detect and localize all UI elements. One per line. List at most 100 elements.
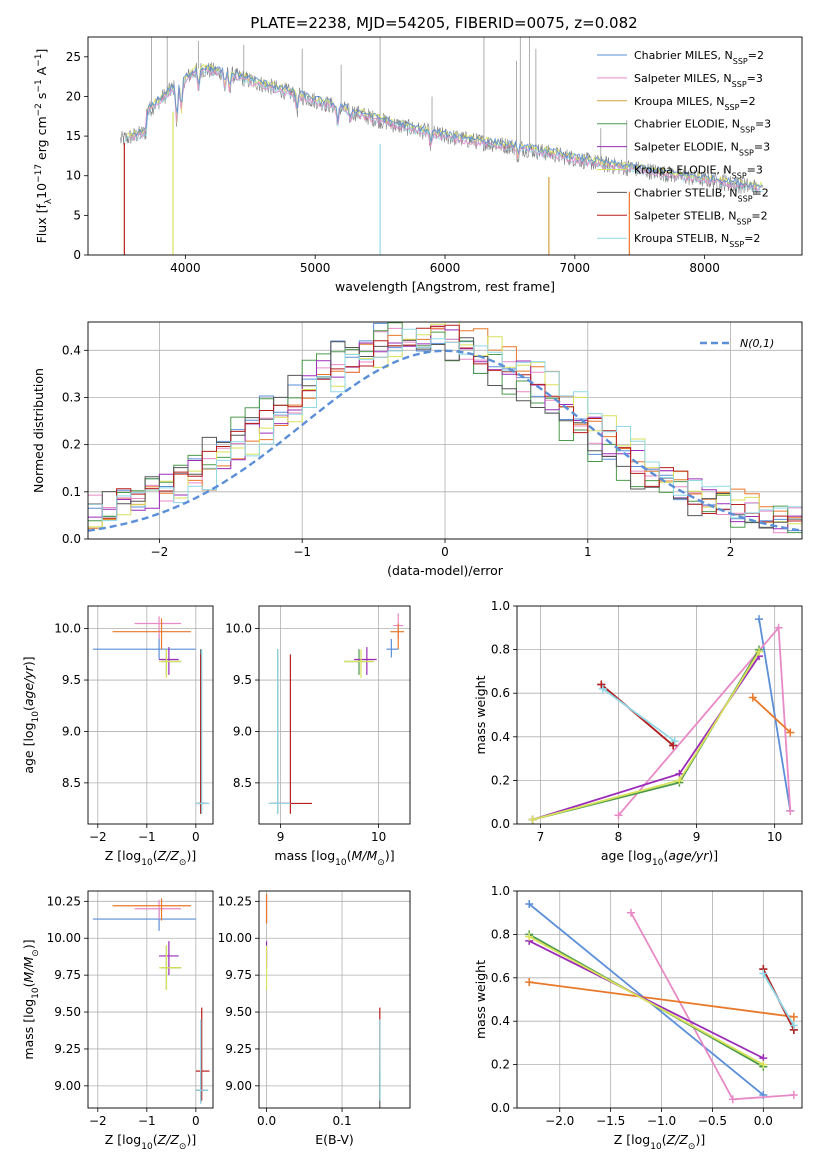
label-part: )] [695, 1132, 705, 1147]
legend-label-part: Kroupa ELODIE, N [634, 164, 732, 177]
label-part: 10 [34, 183, 49, 199]
y-tick-label: 10.00 [47, 931, 81, 945]
legend-label: Salpeter STELIB, NSSP=2 [634, 209, 768, 226]
label-part: 10 [141, 858, 153, 868]
y-axis-label: mass weight [473, 960, 488, 1039]
label-part: 10 [652, 858, 664, 868]
label-part: ( [153, 848, 158, 863]
x-axis-label: mass [log10(M/M⊙)] [274, 848, 394, 868]
label-part: Z [log [614, 1132, 650, 1147]
histogram-salpeter-stelib [88, 324, 802, 523]
label-part: age/yr [21, 665, 36, 706]
panel-residuals: −2 −1 0 1 2 0.0 0.1 0.2 0.3 0.4 (data-model)/error… [31, 321, 803, 578]
axes-frame [516, 605, 803, 825]
legend-label-part: =3 [754, 141, 770, 154]
legend-label-part: SSP [736, 217, 751, 226]
x-tick-label: −2 [89, 830, 107, 844]
y-tick-label: 0.2 [62, 438, 81, 452]
legend-label: Kroupa ELODIE, NSSP=3 [634, 164, 763, 181]
label-part: (data-model)/error [387, 563, 504, 578]
y-tick-label: 0.6 [491, 971, 510, 985]
y-tick-label: 0.8 [491, 927, 510, 941]
x-tick-label: 7000 [560, 261, 591, 275]
y-tick-label: 0.1 [62, 485, 81, 499]
weight-marker [789, 1021, 798, 1030]
legend-label-part: =3 [747, 72, 763, 85]
weight-marker [528, 815, 537, 824]
histogram-kroupa-stelib [88, 328, 802, 522]
legend-label: Salpeter MILES, NSSP=3 [634, 72, 763, 89]
weight-marker [669, 741, 678, 750]
y-tick-label: 1.0 [491, 884, 510, 898]
x-tick-label: 8 [615, 830, 623, 844]
legend-label-part: SSP [733, 57, 748, 66]
label-part: Z [log [105, 1132, 141, 1147]
y-tick-label: 9.00 [225, 1079, 252, 1093]
label-part: Z/Z [157, 1132, 180, 1147]
legend-label: Kroupa MILES, NSSP=2 [634, 95, 756, 112]
y-tick-label: 0.4 [491, 730, 510, 744]
label-part: Z/Z [666, 1132, 689, 1147]
y-axis-label: mass [log10(M/M⊙)] [21, 939, 41, 1059]
plot-area-weight_vs_Z [517, 891, 802, 1108]
plot-area-residuals [88, 322, 802, 539]
label-part: ( [662, 1132, 667, 1147]
label-part: M/M [21, 956, 36, 982]
x-tick-label: 0.0 [257, 1114, 276, 1128]
y-tick-label: 8.5 [233, 776, 252, 790]
label-part: 10 [141, 1142, 153, 1152]
label-part: age [log [601, 848, 652, 863]
legend-label: Salpeter ELODIE, NSSP=3 [634, 141, 770, 158]
y-tick-label: 9.0 [233, 724, 252, 738]
label-part: s [34, 93, 49, 104]
legend-label-part: =2 [739, 95, 755, 108]
label-part: ( [663, 848, 668, 863]
y-tick-label: 10.0 [225, 622, 252, 636]
label-part: Z/Z [157, 848, 180, 863]
y-tick-label: 0.6 [491, 686, 510, 700]
x-tick-label: −1 [138, 830, 156, 844]
panel-weight_vs_Z: −2.0 −1.5 −1.0 −0.5 0.0 0.0 0.2 0.4 0.6 0.8 1.0 Z [… [473, 884, 803, 1152]
axes-frame [87, 321, 803, 540]
label-part: ( [21, 706, 36, 711]
label-part: A [34, 66, 49, 79]
panel-mass_vs_ebv: 0.0 0.1 9.00 9.25 9.50 9.75 10.00 10.25 E(B-V) [218, 890, 411, 1147]
weight-line [532, 655, 760, 821]
legend-label: Chabrier ELODIE, NSSP=3 [634, 118, 771, 135]
x-tick-label: 1 [584, 545, 592, 559]
weight-line [532, 651, 760, 821]
x-tick-label: 2 [727, 545, 735, 559]
model-spectrum-line [131, 64, 764, 190]
y-tick-label: 25 [66, 50, 81, 64]
legend-label-part: Salpeter MILES, N [634, 72, 732, 85]
weight-marker [748, 693, 757, 702]
y-tick-label: 0.0 [491, 1101, 510, 1115]
label-part: )] [21, 939, 36, 949]
panel-spectrum: 4000 5000 6000 7000 8000 0 5 10 15 20 25 wavelength… [34, 36, 803, 294]
axes-frame [87, 605, 214, 825]
x-axis-label: (data-model)/error [387, 563, 504, 578]
x-tick-label: −1 [138, 1114, 156, 1128]
label-part: λ [44, 198, 54, 204]
legend-label-part: SSP [732, 79, 747, 88]
y-tick-label: 10.25 [47, 894, 81, 908]
legend-label-part: SSP [729, 240, 744, 249]
y-tick-label: 0.3 [62, 390, 81, 404]
legend-label-part: SSP [732, 171, 747, 180]
x-tick-label: 10 [767, 830, 782, 844]
label-part: 10 [650, 1142, 662, 1152]
legend-label-part: =2 [744, 232, 760, 245]
weight-marker [525, 932, 534, 941]
plot-area-age_vs_Z [88, 606, 213, 824]
x-tick-label: 7 [537, 830, 545, 844]
label-part: ⊙ [688, 1142, 696, 1152]
x-tick-label: 0.0 [754, 1114, 773, 1128]
weight-marker [786, 728, 795, 737]
legend-label: Chabrier MILES, NSSP=2 [634, 49, 764, 66]
legend-label-part: Chabrier STELIB, N [634, 186, 738, 199]
y-tick-label: 9.50 [54, 1005, 81, 1019]
weight-marker [670, 737, 679, 746]
